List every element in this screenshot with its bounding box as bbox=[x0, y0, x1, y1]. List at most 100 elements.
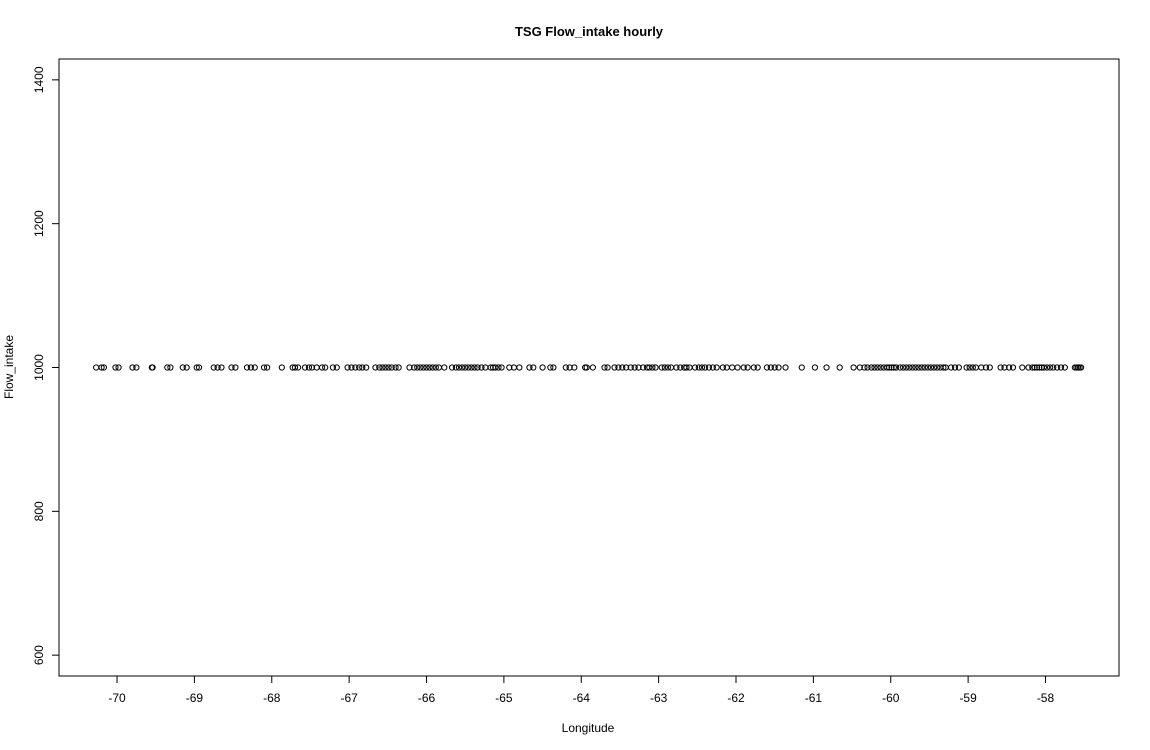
data-point bbox=[112, 364, 119, 371]
data-point bbox=[930, 364, 938, 371]
data-point bbox=[411, 364, 418, 371]
data-point bbox=[448, 364, 456, 371]
data-point bbox=[385, 364, 392, 371]
data-point bbox=[251, 364, 258, 371]
data-point bbox=[951, 364, 959, 371]
data-point bbox=[982, 364, 990, 371]
data-point bbox=[183, 364, 190, 371]
data-point bbox=[318, 364, 326, 371]
data-point bbox=[495, 364, 502, 371]
data-point bbox=[264, 364, 271, 371]
y-tick-label: 800 bbox=[32, 501, 46, 521]
data-point bbox=[646, 364, 653, 371]
data-point bbox=[452, 364, 460, 371]
data-point bbox=[701, 364, 709, 371]
data-point bbox=[631, 364, 638, 371]
data-point bbox=[530, 364, 537, 371]
data-point bbox=[1036, 364, 1043, 371]
x-tick-label: -61 bbox=[805, 691, 823, 705]
data-point bbox=[969, 364, 976, 371]
data-point bbox=[1029, 364, 1036, 371]
data-point bbox=[100, 364, 107, 371]
data-point bbox=[348, 364, 355, 371]
x-tick-label: -69 bbox=[186, 691, 204, 705]
data-point bbox=[149, 364, 156, 371]
data-point bbox=[649, 364, 656, 371]
x-tick-label: -62 bbox=[727, 691, 745, 705]
data-point bbox=[798, 364, 805, 371]
data-point bbox=[164, 364, 171, 371]
x-tick-label: -63 bbox=[650, 691, 668, 705]
data-point bbox=[432, 364, 439, 371]
data-point bbox=[874, 364, 881, 371]
data-point bbox=[359, 364, 366, 371]
data-point bbox=[661, 364, 668, 371]
data-point bbox=[883, 364, 890, 371]
data-point bbox=[363, 364, 370, 371]
data-point bbox=[986, 364, 993, 371]
data-point bbox=[782, 364, 789, 371]
data-point bbox=[462, 364, 469, 371]
data-point bbox=[455, 364, 463, 371]
data-point bbox=[550, 364, 557, 371]
data-point bbox=[896, 364, 904, 371]
data-point bbox=[195, 364, 203, 371]
x-axis: -70 -69 -68 -67 -66 -65 -64 -63 -62 -61 -60 -59 -58 bbox=[108, 676, 1054, 705]
data-point bbox=[291, 364, 299, 371]
data-point bbox=[471, 364, 478, 371]
data-point bbox=[305, 364, 313, 371]
data-point bbox=[526, 364, 533, 371]
data-point bbox=[506, 364, 513, 371]
data-point bbox=[468, 364, 475, 371]
data-point bbox=[465, 364, 472, 371]
data-point bbox=[771, 364, 778, 371]
data-point bbox=[763, 364, 771, 371]
y-tick-label: 1000 bbox=[32, 354, 46, 381]
data-point bbox=[589, 364, 596, 371]
x-tick-label: -70 bbox=[108, 691, 126, 705]
data-point bbox=[698, 364, 706, 371]
data-point bbox=[344, 364, 351, 371]
data-point bbox=[459, 364, 466, 371]
data-point bbox=[193, 364, 200, 371]
data-point bbox=[498, 364, 505, 371]
data-point bbox=[333, 364, 340, 371]
x-tick-label: -68 bbox=[263, 691, 281, 705]
data-point bbox=[754, 364, 761, 371]
data-point bbox=[909, 364, 916, 371]
data-point bbox=[294, 364, 302, 371]
data-point bbox=[566, 364, 573, 371]
data-point bbox=[247, 364, 254, 371]
data-point bbox=[811, 364, 819, 371]
data-point bbox=[861, 364, 868, 371]
data-point bbox=[740, 364, 747, 371]
data-point bbox=[927, 364, 935, 371]
data-point bbox=[129, 364, 136, 371]
data-point bbox=[767, 364, 774, 371]
data-point bbox=[133, 364, 140, 371]
data-point bbox=[420, 364, 427, 371]
chart-title: TSG Flow_intake hourly bbox=[515, 24, 664, 39]
data-point bbox=[547, 364, 554, 371]
data-point bbox=[414, 364, 421, 371]
data-point bbox=[1033, 364, 1041, 371]
data-point bbox=[823, 364, 830, 371]
data-point bbox=[395, 364, 402, 371]
data-point bbox=[214, 364, 221, 371]
data-point bbox=[775, 364, 782, 371]
data-point bbox=[888, 364, 895, 371]
data-point bbox=[709, 364, 716, 371]
data-point bbox=[1054, 364, 1061, 371]
data-point bbox=[352, 364, 359, 371]
data-point bbox=[423, 364, 430, 371]
data-point bbox=[571, 364, 578, 371]
x-tick-label: -67 bbox=[340, 691, 358, 705]
data-point bbox=[713, 364, 720, 371]
data-point bbox=[406, 364, 413, 371]
data-point bbox=[232, 364, 239, 371]
data-point bbox=[1047, 364, 1054, 371]
data-point bbox=[474, 364, 481, 371]
data-point bbox=[218, 364, 225, 371]
data-point bbox=[392, 364, 399, 371]
